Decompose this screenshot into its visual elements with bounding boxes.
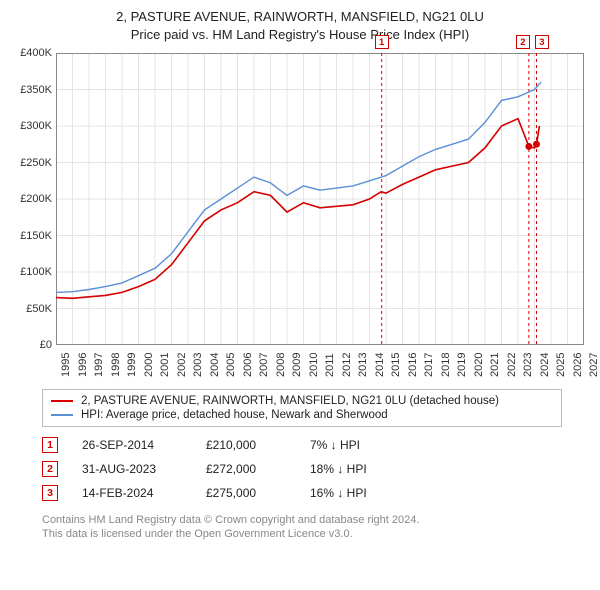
x-tick-label: 2003 xyxy=(192,353,194,377)
x-tick-label: 2015 xyxy=(390,353,392,377)
chart-svg xyxy=(56,53,584,345)
sale-marker: 2 xyxy=(42,461,58,477)
legend-item: HPI: Average price, detached house, Newa… xyxy=(51,408,553,422)
sale-marker: 1 xyxy=(42,437,58,453)
x-tick-label: 1997 xyxy=(93,353,95,377)
x-tick-label: 2005 xyxy=(225,353,227,377)
y-tick-label: £250K xyxy=(20,157,52,169)
chart-sale-marker: 3 xyxy=(535,35,549,49)
legend-swatch xyxy=(51,400,73,402)
x-tick-label: 2009 xyxy=(291,353,293,377)
y-axis: £0 £50K £100K £150K £200K £250K £300K £350K £400… xyxy=(12,49,56,379)
sale-date: 14-FEB-2024 xyxy=(82,486,182,500)
x-tick-label: 2011 xyxy=(324,353,326,377)
sale-delta: 18% ↓ HPI xyxy=(310,462,367,476)
x-tick-label: 1996 xyxy=(77,353,79,377)
attribution: Contains HM Land Registry data © Crown c… xyxy=(42,513,578,542)
x-tick-label: 2018 xyxy=(440,353,442,377)
chart-sale-marker: 1 xyxy=(375,35,389,49)
x-tick-label: 2012 xyxy=(341,353,343,377)
x-tick-label: 2014 xyxy=(374,353,376,377)
x-tick-label: 2000 xyxy=(143,353,145,377)
sale-delta: 16% ↓ HPI xyxy=(310,486,367,500)
chart-title: 2, PASTURE AVENUE, RAINWORTH, MANSFIELD,… xyxy=(12,8,588,43)
y-tick-label: £400K xyxy=(20,47,52,59)
legend: 2, PASTURE AVENUE, RAINWORTH, MANSFIELD,… xyxy=(42,389,562,427)
x-tick-label: 2013 xyxy=(357,353,359,377)
x-tick-label: 2017 xyxy=(423,353,425,377)
x-tick-label: 1999 xyxy=(126,353,128,377)
sale-delta: 7% ↓ HPI xyxy=(310,438,360,452)
plot-area: 123 xyxy=(56,53,584,345)
x-tick-label: 1998 xyxy=(110,353,112,377)
legend-swatch xyxy=(51,414,73,416)
x-tick-label: 2023 xyxy=(522,353,524,377)
chart-sale-marker: 2 xyxy=(516,35,530,49)
y-tick-label: £0 xyxy=(40,339,52,351)
x-tick-label: 2007 xyxy=(258,353,260,377)
x-tick-label: 2002 xyxy=(176,353,178,377)
x-tick-label: 2021 xyxy=(489,353,491,377)
sale-price: £272,000 xyxy=(206,462,286,476)
x-tick-label: 2022 xyxy=(506,353,508,377)
x-tick-label: 2026 xyxy=(572,353,574,377)
x-tick-label: 2008 xyxy=(275,353,277,377)
sale-row: 2 31-AUG-2023 £272,000 18% ↓ HPI xyxy=(42,457,578,481)
x-tick-label: 2016 xyxy=(407,353,409,377)
x-tick-label: 2024 xyxy=(539,353,541,377)
attribution-line-1: Contains HM Land Registry data © Crown c… xyxy=(42,513,578,527)
legend-label: HPI: Average price, detached house, Newa… xyxy=(81,409,388,421)
x-tick-label: 2019 xyxy=(456,353,458,377)
sale-price: £275,000 xyxy=(206,486,286,500)
x-tick-label: 2025 xyxy=(555,353,557,377)
sale-row: 3 14-FEB-2024 £275,000 16% ↓ HPI xyxy=(42,481,578,505)
legend-label: 2, PASTURE AVENUE, RAINWORTH, MANSFIELD,… xyxy=(81,395,499,407)
sale-price: £210,000 xyxy=(206,438,286,452)
x-tick-label: 2010 xyxy=(308,353,310,377)
x-tick-label: 2004 xyxy=(209,353,211,377)
legend-item: 2, PASTURE AVENUE, RAINWORTH, MANSFIELD,… xyxy=(51,394,553,408)
chart-area: £0 £50K £100K £150K £200K £250K £300K £350K £400… xyxy=(12,49,588,379)
sale-date: 26-SEP-2014 xyxy=(82,438,182,452)
y-tick-label: £200K xyxy=(20,193,52,205)
x-tick-label: 2020 xyxy=(473,353,475,377)
sale-table: 1 26-SEP-2014 £210,000 7% ↓ HPI 2 31-AUG-2023… xyxy=(42,433,578,505)
x-tick-label: 2006 xyxy=(242,353,244,377)
x-tick-label: 2001 xyxy=(159,353,161,377)
title-line-2: Price paid vs. HM Land Registry's House … xyxy=(12,26,588,44)
y-tick-label: £350K xyxy=(20,84,52,96)
x-tick-label: 2027 xyxy=(588,353,590,377)
y-tick-label: £150K xyxy=(20,230,52,242)
y-tick-label: £100K xyxy=(20,266,52,278)
attribution-line-2: This data is licensed under the Open Gov… xyxy=(42,527,578,541)
sale-marker: 3 xyxy=(42,485,58,501)
x-axis: 1995 1996 1997 1998 1999 2000 2001 2002 2003 2004… xyxy=(56,347,584,379)
x-tick-label: 1995 xyxy=(60,353,62,377)
chart-container: 2, PASTURE AVENUE, RAINWORTH, MANSFIELD,… xyxy=(0,0,600,590)
y-tick-label: £300K xyxy=(20,120,52,132)
title-line-1: 2, PASTURE AVENUE, RAINWORTH, MANSFIELD,… xyxy=(12,8,588,26)
y-tick-label: £50K xyxy=(26,303,52,315)
sale-date: 31-AUG-2023 xyxy=(82,462,182,476)
sale-row: 1 26-SEP-2014 £210,000 7% ↓ HPI xyxy=(42,433,578,457)
